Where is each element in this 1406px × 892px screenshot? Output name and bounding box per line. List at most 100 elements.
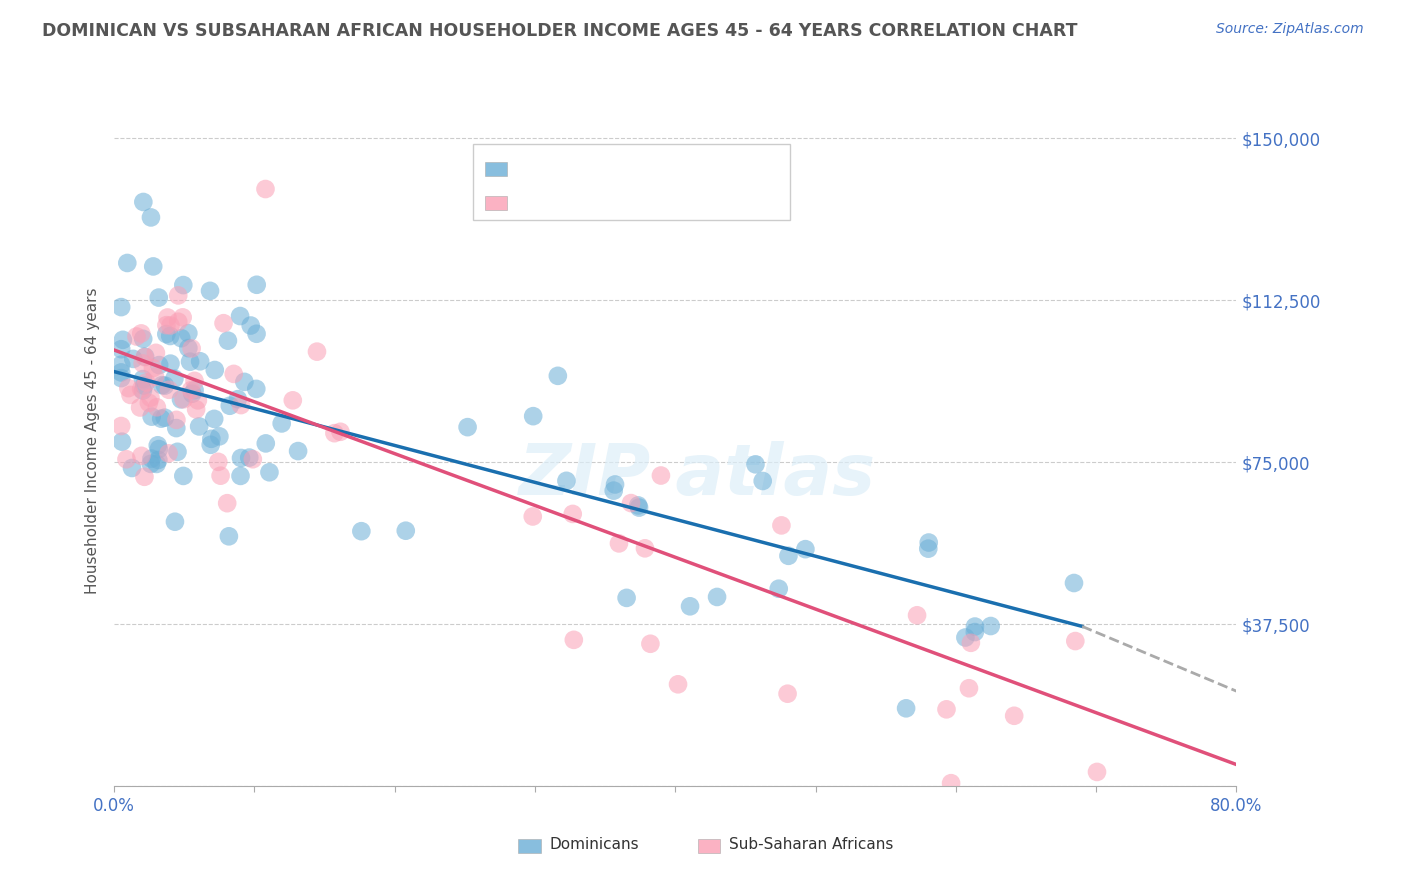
- Point: [238, 450, 260, 465]
- Point: [627, 499, 650, 513]
- Point: [208, 429, 231, 443]
- Point: [177, 326, 200, 341]
- Point: [212, 316, 235, 330]
- Point: [142, 361, 165, 376]
- Point: [153, 410, 176, 425]
- Point: [209, 468, 232, 483]
- Point: [179, 355, 201, 369]
- Point: [146, 438, 169, 452]
- Point: [159, 357, 181, 371]
- Point: [156, 310, 179, 325]
- Point: [121, 461, 143, 475]
- Point: [141, 451, 163, 466]
- Point: [129, 382, 152, 396]
- Point: [159, 329, 181, 343]
- Point: [125, 329, 148, 343]
- Point: [129, 326, 152, 341]
- Point: [132, 194, 155, 209]
- Point: [122, 351, 145, 366]
- Point: [148, 442, 170, 456]
- Point: [188, 354, 211, 368]
- Point: [134, 350, 156, 364]
- Text: DOMINICAN VS SUBSAHARAN AFRICAN HOUSEHOLDER INCOME AGES 45 - 64 YEARS CORRELATIO: DOMINICAN VS SUBSAHARAN AFRICAN HOUSEHOL…: [42, 22, 1077, 40]
- Point: [229, 309, 252, 323]
- Point: [120, 388, 142, 402]
- Point: [132, 384, 155, 398]
- Point: [165, 413, 187, 427]
- Point: [200, 432, 222, 446]
- Point: [111, 434, 134, 449]
- Point: [281, 393, 304, 408]
- Point: [181, 386, 204, 401]
- Point: [132, 378, 155, 392]
- Point: [607, 536, 630, 550]
- Point: [157, 446, 180, 460]
- Point: [202, 412, 225, 426]
- Point: [768, 582, 790, 596]
- Point: [305, 344, 328, 359]
- Point: [148, 291, 170, 305]
- Point: [166, 445, 188, 459]
- Point: [1002, 708, 1025, 723]
- Point: [218, 399, 240, 413]
- Point: [229, 450, 252, 465]
- Point: [751, 474, 773, 488]
- Point: [180, 342, 202, 356]
- Point: [167, 315, 190, 329]
- Point: [131, 449, 153, 463]
- Point: [139, 391, 162, 405]
- Point: [246, 277, 269, 292]
- Point: [666, 677, 689, 691]
- Point: [963, 619, 986, 633]
- Point: [143, 369, 166, 384]
- Point: [270, 417, 292, 431]
- Text: Sub-Saharan Africans: Sub-Saharan Africans: [728, 837, 893, 852]
- Point: [522, 409, 544, 424]
- Point: [155, 318, 177, 333]
- Point: [170, 392, 193, 407]
- Point: [770, 518, 793, 533]
- Point: [222, 367, 245, 381]
- Point: [1063, 576, 1085, 591]
- Point: [980, 619, 1002, 633]
- Point: [555, 474, 578, 488]
- Point: [177, 341, 200, 355]
- Point: [1064, 634, 1087, 648]
- Point: [159, 318, 181, 333]
- Point: [562, 632, 585, 647]
- Point: [323, 426, 346, 441]
- Point: [131, 356, 153, 370]
- Point: [139, 457, 162, 471]
- Point: [395, 524, 418, 538]
- Point: [165, 421, 187, 435]
- Point: [955, 631, 977, 645]
- Point: [287, 444, 309, 458]
- Point: [142, 260, 165, 274]
- Point: [957, 681, 980, 696]
- Point: [200, 438, 222, 452]
- Point: [183, 374, 205, 388]
- Point: [650, 468, 672, 483]
- Point: [110, 419, 132, 434]
- Point: [180, 383, 202, 397]
- Point: [561, 507, 583, 521]
- Point: [170, 331, 193, 345]
- Text: -0.602: -0.602: [554, 195, 609, 211]
- Point: [329, 425, 352, 439]
- Point: [187, 393, 209, 408]
- Point: [163, 515, 186, 529]
- Y-axis label: Householder Income Ages 45 - 64 years: Householder Income Ages 45 - 64 years: [86, 287, 100, 594]
- Text: R =: R =: [517, 195, 550, 211]
- Point: [245, 382, 267, 396]
- Point: [145, 457, 167, 471]
- Text: Dominicans: Dominicans: [550, 837, 638, 852]
- Point: [894, 701, 917, 715]
- Point: [350, 524, 373, 539]
- Point: [207, 455, 229, 469]
- Point: [522, 509, 544, 524]
- Point: [706, 590, 728, 604]
- Point: [183, 383, 205, 397]
- Point: [110, 366, 132, 380]
- Point: [603, 483, 626, 498]
- Point: [547, 368, 569, 383]
